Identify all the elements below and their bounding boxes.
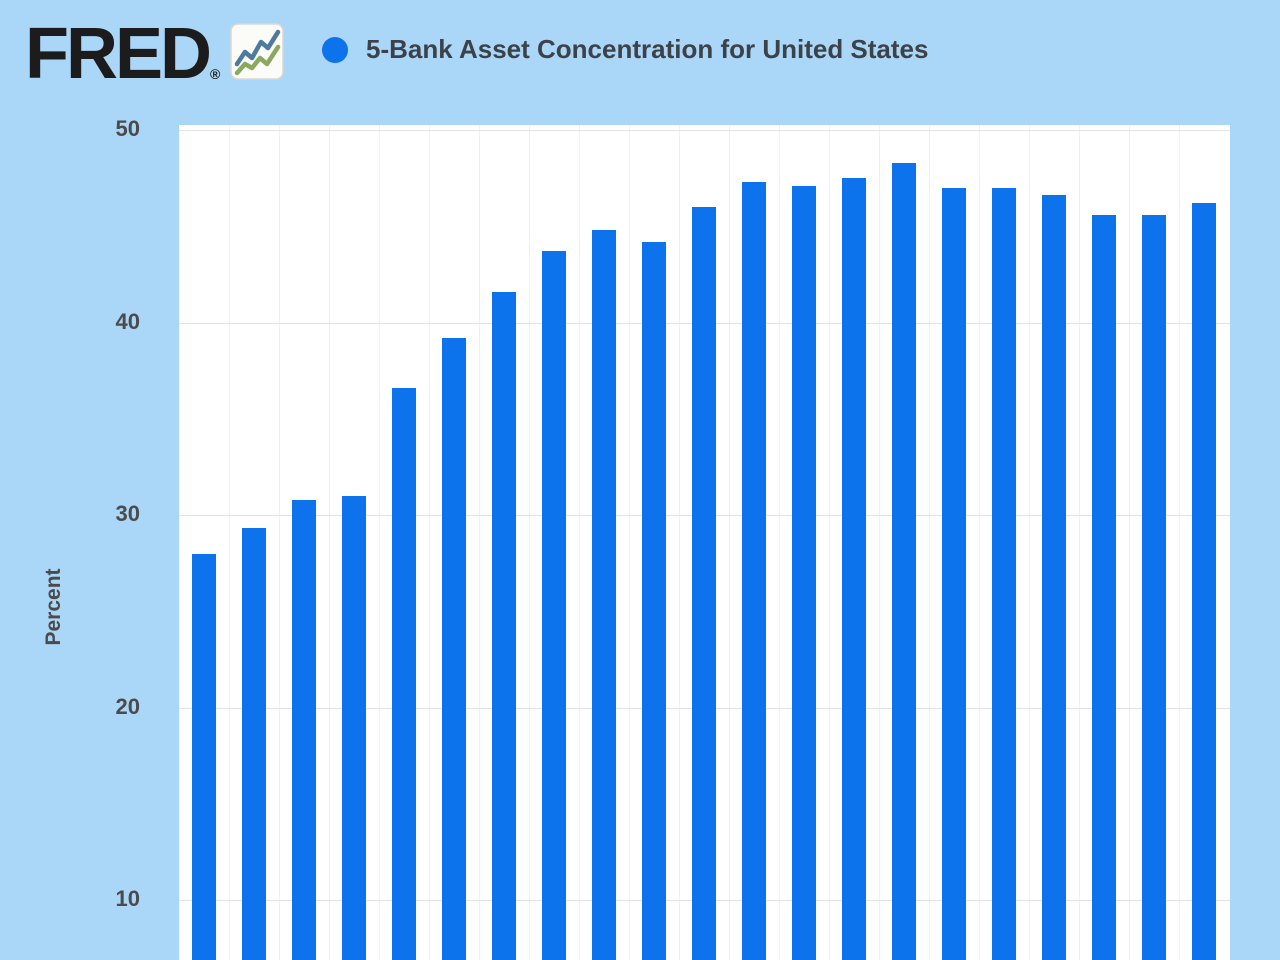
bar[interactable] xyxy=(392,387,416,960)
vertical-gridline xyxy=(579,125,580,960)
chart-title: 5-Bank Asset Concentration for United St… xyxy=(366,34,929,64)
bar[interactable] xyxy=(692,207,716,960)
vertical-gridline xyxy=(1029,125,1030,960)
y-tick-label: 20 xyxy=(115,693,140,719)
registered-trademark-mark: ® xyxy=(210,66,221,82)
y-tick-label: 40 xyxy=(115,308,140,334)
vertical-gridline xyxy=(529,125,530,960)
bar[interactable] xyxy=(242,528,266,960)
fred-logo[interactable]: FRED ® xyxy=(25,14,285,94)
y-tick-label: 10 xyxy=(115,886,140,911)
vertical-gridline xyxy=(479,125,480,960)
bar[interactable] xyxy=(892,162,916,960)
bar[interactable] xyxy=(292,499,316,960)
vertical-gridline xyxy=(679,125,680,960)
y-tick-label: 50 xyxy=(115,116,140,141)
bar[interactable] xyxy=(792,185,816,960)
bar[interactable] xyxy=(942,187,966,960)
y-axis-label: Percent xyxy=(42,568,65,646)
vertical-gridline xyxy=(279,125,280,960)
bar[interactable] xyxy=(842,178,866,960)
bar[interactable] xyxy=(742,181,766,960)
vertical-gridline xyxy=(779,125,780,960)
bar[interactable] xyxy=(442,337,466,960)
fred-logo-text: FRED xyxy=(25,14,212,94)
vertical-gridline xyxy=(429,125,430,960)
bar[interactable] xyxy=(342,495,366,960)
vertical-gridline xyxy=(879,125,880,960)
vertical-gridline xyxy=(929,125,930,960)
vertical-gridline xyxy=(1079,125,1080,960)
vertical-gridline xyxy=(229,125,230,960)
series-legend-dot xyxy=(322,36,348,63)
bar[interactable] xyxy=(642,241,666,960)
bar[interactable] xyxy=(542,251,566,960)
vertical-gridline xyxy=(1129,125,1130,960)
bar[interactable] xyxy=(1092,214,1116,960)
chart-legend: 5-Bank Asset Concentration for United St… xyxy=(322,34,928,65)
vertical-gridline xyxy=(1179,125,1180,960)
bar[interactable] xyxy=(1142,214,1166,960)
bar[interactable] xyxy=(492,291,516,960)
vertical-gridline xyxy=(979,125,980,960)
bar[interactable] xyxy=(192,553,216,960)
vertical-gridline xyxy=(379,125,380,960)
bar[interactable] xyxy=(1192,203,1216,960)
vertical-gridline xyxy=(729,125,730,960)
vertical-gridline xyxy=(629,125,630,960)
y-tick-label: 30 xyxy=(115,501,140,526)
bar[interactable] xyxy=(1042,195,1066,960)
line-chart-icon xyxy=(230,23,285,85)
vertical-gridline xyxy=(329,125,330,960)
bar[interactable] xyxy=(992,187,1016,960)
vertical-gridline xyxy=(829,125,830,960)
chart-plot-area xyxy=(179,125,1230,960)
bar[interactable] xyxy=(592,230,616,960)
horizontal-gridline xyxy=(179,130,1230,131)
